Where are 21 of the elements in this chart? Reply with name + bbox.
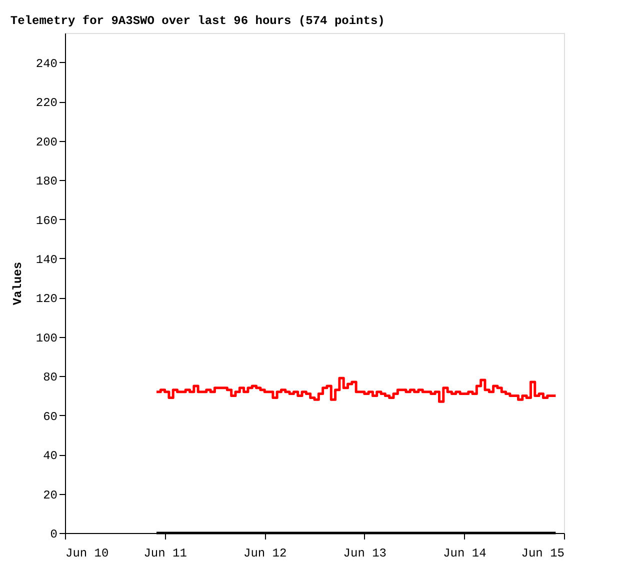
y-tick-label: 220 <box>36 96 58 110</box>
y-tick-label: 80 <box>43 370 58 385</box>
y-axis-title: Values <box>10 262 25 306</box>
y-tick-label: 40 <box>43 449 58 464</box>
y-tick-label: 20 <box>43 488 58 502</box>
x-tick-label: Jun 15 <box>521 546 564 560</box>
y-tick-label: 100 <box>36 331 58 346</box>
y-tick-label: 160 <box>36 214 58 228</box>
y-tick-label: 240 <box>36 56 58 71</box>
y-tick-label: 120 <box>36 292 58 306</box>
y-tick-label: 60 <box>43 410 58 424</box>
y-tick-label: 140 <box>36 252 58 267</box>
x-tick-label: Jun 11 <box>144 546 187 560</box>
x-tick-label: Jun 13 <box>343 546 387 560</box>
y-tick-label: 180 <box>36 174 58 189</box>
y-tick-label: 0 <box>50 528 58 542</box>
chart-title: Telemetry for 9A3SWO over last 96 hours (574 points) <box>10 14 385 28</box>
x-tick-label: Jun 10 <box>66 546 109 560</box>
y-tick-label: 200 <box>36 135 58 150</box>
x-tick-label: Jun 12 <box>243 546 287 560</box>
x-tick-label: Jun 14 <box>443 546 486 560</box>
